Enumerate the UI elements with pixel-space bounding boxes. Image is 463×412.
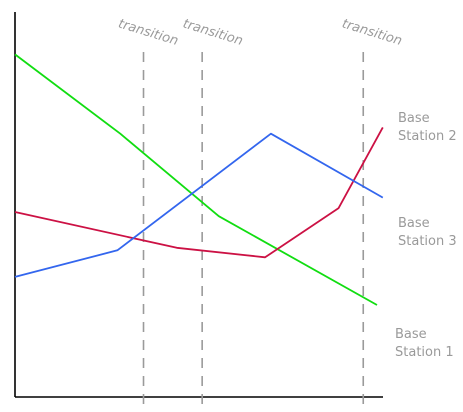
transition-label-2: transition: [181, 16, 245, 48]
series-lines: [14, 53, 384, 306]
series-label-base-station-3: Base Station 3: [398, 216, 457, 249]
series-line-base-station-3: [14, 132, 384, 278]
series-line-base-station-2: [14, 126, 384, 259]
axes: [14, 12, 383, 398]
transition-markers: transition transition transition: [116, 16, 404, 410]
series-line-base-station-1: [14, 53, 378, 306]
series-label-base-station-1: Base Station 1: [395, 327, 454, 360]
series-label-base-station-2: Base Station 2: [398, 111, 457, 144]
transition-label-1: transition: [116, 16, 180, 48]
transition-label-3: transition: [340, 16, 404, 48]
series-labels: Base Station 1 Base Station 2 Base Station 3: [395, 111, 457, 360]
